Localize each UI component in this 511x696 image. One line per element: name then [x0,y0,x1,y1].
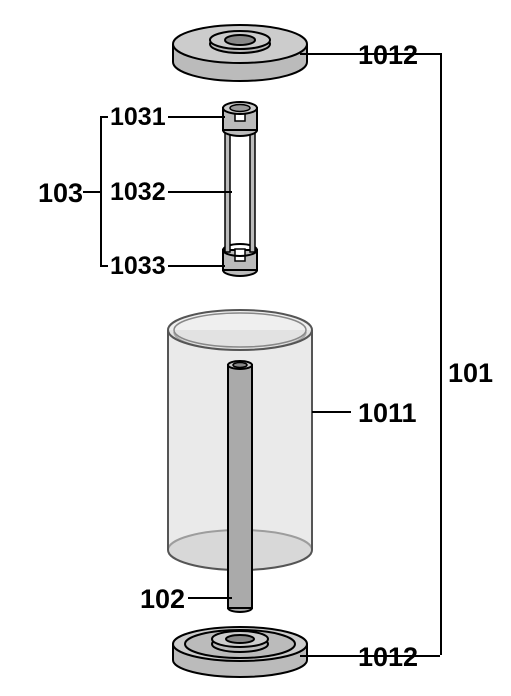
leader-1012-bot [300,655,351,657]
label-101: 101 [448,358,493,389]
label-103: 103 [38,178,83,209]
leader-1011 [312,411,351,413]
leader-1012-top [300,53,351,55]
leader-102 [188,597,232,599]
part-bottom-cap [0,0,511,696]
leader-1032 [168,191,232,193]
bracket-103-top-tick [100,116,108,118]
label-1032: 1032 [110,178,166,207]
leader-1033 [168,265,225,267]
leader-1031 [168,116,225,118]
label-102: 102 [140,584,185,615]
bracket-103-bot-tick [100,265,108,267]
bracket-103-vert [100,116,102,265]
bracket-101-top-tick [432,53,440,55]
bracket-103-out [83,191,100,193]
label-1011: 1011 [358,398,417,429]
label-1033: 1033 [110,252,166,281]
label-1031: 1031 [110,103,166,132]
bracket-101-vert [440,53,442,655]
label-1012-top: 1012 [358,40,418,71]
label-1012-bot: 1012 [358,642,418,673]
bracket-101-bot-tick [432,655,440,657]
